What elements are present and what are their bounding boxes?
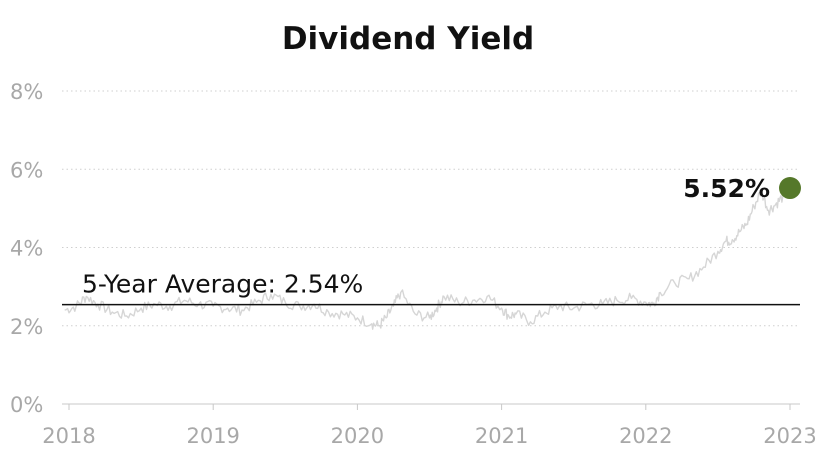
y-tick-label: 6% xyxy=(10,158,43,182)
y-tick-label: 4% xyxy=(10,237,43,261)
gridlines xyxy=(62,90,800,405)
chart-title: Dividend Yield xyxy=(282,21,534,57)
y-tick-label: 8% xyxy=(10,80,43,104)
yield-series-line xyxy=(64,184,791,330)
y-tick-label: 2% xyxy=(10,315,43,339)
average-label: 5-Year Average: 2.54% xyxy=(82,270,363,299)
y-axis-tick-labels: 0% 2% 4% 6% 8% xyxy=(10,80,43,417)
x-tick-label: 2021 xyxy=(475,424,528,448)
x-tick-label: 2023 xyxy=(763,424,816,448)
x-tick-label: 2018 xyxy=(42,424,95,448)
x-axis: 2018 2019 2020 2021 2022 2023 xyxy=(42,403,816,448)
x-tick-label: 2020 xyxy=(331,424,384,448)
x-tick-label: 2019 xyxy=(186,424,239,448)
current-yield-label: 5.52% xyxy=(683,174,770,203)
five-year-average: 5-Year Average: 2.54% xyxy=(62,270,800,306)
current-yield-dot xyxy=(779,177,801,200)
y-tick-label: 0% xyxy=(10,393,43,417)
current-yield: 5.52% xyxy=(683,174,801,203)
series-layer xyxy=(64,184,791,330)
x-tick-label: 2022 xyxy=(619,424,672,448)
